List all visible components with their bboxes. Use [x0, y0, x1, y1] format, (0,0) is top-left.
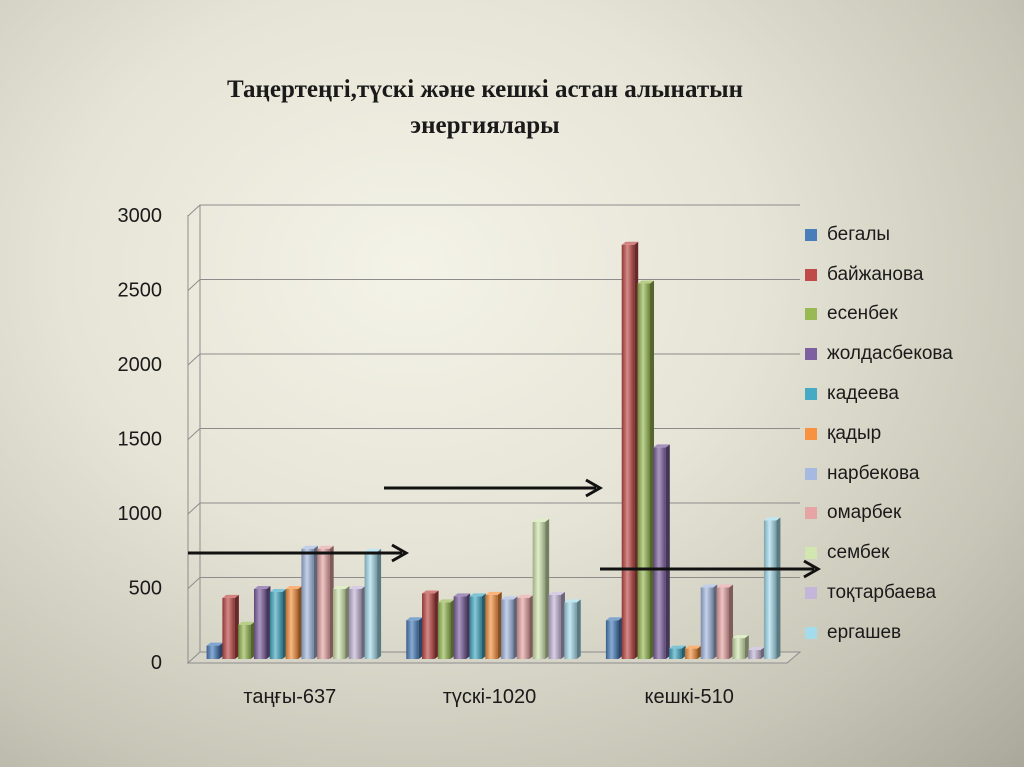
legend-label: бегалы	[827, 223, 891, 245]
gridline	[187, 204, 800, 217]
legend-swatch	[805, 507, 817, 520]
legend-swatch	[805, 467, 817, 480]
legend-item: нарбекова	[805, 454, 1005, 494]
y-tick-label: 1000	[118, 503, 163, 525]
gridline	[187, 428, 800, 440]
legend-item: бегалы	[805, 215, 1005, 255]
legend-label: нарбекова	[827, 462, 920, 484]
x-tick-label: түскі-1020	[443, 686, 537, 708]
legend-swatch	[805, 348, 817, 361]
bar-0-1	[222, 594, 239, 659]
bar-1-6	[501, 596, 518, 659]
y-tick-label: 2000	[118, 354, 163, 376]
bar-2-7	[716, 584, 734, 659]
bar-2-8	[732, 635, 749, 659]
bar-0-2	[238, 621, 255, 659]
arrow-evening	[600, 559, 822, 579]
bar-1-8	[532, 518, 550, 659]
bar-2-6	[700, 584, 718, 659]
legend-item: есенбек	[805, 295, 1005, 335]
legend-swatch	[805, 268, 817, 281]
gridline	[187, 353, 800, 366]
chart-title-line-2: энергиялары	[410, 112, 560, 139]
gridline	[187, 577, 800, 589]
legend-item: ергашев	[805, 613, 1005, 653]
bar-0-3	[253, 585, 271, 659]
bar-2-0	[605, 617, 623, 659]
gridline	[187, 502, 800, 515]
legend-item: кадеева	[805, 374, 1005, 414]
bar-0-9	[348, 585, 366, 659]
bar-2-9	[748, 647, 765, 659]
legend-label: есенбек	[827, 303, 898, 325]
bar-2-5	[684, 645, 702, 659]
legend-swatch	[805, 427, 817, 440]
bar-1-3	[453, 593, 471, 659]
legend-label: сембек	[827, 542, 890, 564]
legend-label: байжанова	[827, 263, 924, 285]
gridline	[187, 279, 800, 291]
bar-2-10	[763, 517, 781, 659]
bar-1-5	[485, 591, 502, 659]
legend-label: қадыр	[827, 422, 882, 444]
legend-swatch	[805, 547, 817, 560]
y-tick-label: 500	[129, 578, 162, 600]
bar-0-10	[364, 548, 382, 659]
legend-label: омарбек	[827, 502, 902, 524]
x-tick-label: таңғы-637	[243, 686, 336, 708]
arrow-noon	[384, 478, 604, 498]
legend-item: сембек	[805, 533, 1005, 573]
y-tick-label: 2500	[118, 280, 163, 302]
bar-0-0	[206, 642, 224, 659]
arrow-morning	[188, 543, 410, 563]
bar-1-10	[564, 599, 581, 659]
bar-1-4	[469, 593, 486, 659]
legend-item: тоқтарбаева	[805, 573, 1005, 613]
legend-item: қадыр	[805, 414, 1005, 454]
chart-legend: бегалы байжанова есенбек жолдасбекова кадеев…	[805, 215, 1005, 653]
bar-1-2	[437, 599, 455, 659]
bar-1-7	[516, 594, 534, 659]
legend-item: жолдасбекова	[805, 334, 1005, 374]
legend-label: жолдасбекова	[827, 343, 953, 365]
legend-swatch	[805, 388, 817, 401]
y-tick-label: 1500	[118, 429, 163, 451]
bar-2-3	[653, 444, 670, 659]
legend-label: ергашев	[827, 621, 902, 643]
bar-2-2	[637, 280, 655, 659]
bar-2-1	[621, 241, 639, 659]
bar-1-9	[548, 591, 565, 659]
bar-1-0	[406, 617, 423, 659]
legend-label: кадеева	[827, 383, 899, 405]
y-tick-label: 0	[151, 652, 162, 674]
legend-swatch	[805, 308, 817, 321]
chart-title: Таңертеңгі,түскі және кешкі астан алынат…	[150, 72, 820, 144]
legend-swatch	[805, 228, 817, 241]
bar-2-4	[669, 645, 686, 659]
legend-label: тоқтарбаева	[827, 582, 937, 604]
legend-item: байжанова	[805, 255, 1005, 295]
bar-1-1	[422, 590, 439, 659]
legend-item: омарбек	[805, 494, 1005, 534]
bar-0-6	[301, 545, 318, 659]
bar-0-5	[285, 585, 303, 659]
bar-0-8	[332, 585, 350, 659]
x-tick-label: кешкі-510	[644, 686, 733, 708]
y-tick-label: 3000	[118, 205, 163, 227]
legend-swatch	[805, 626, 817, 639]
chart-title-line-1: Таңертеңгі,түскі және кешкі астан алынат…	[226, 76, 744, 103]
legend-swatch	[805, 587, 817, 600]
bar-0-7	[317, 545, 334, 659]
bar-0-4	[269, 588, 287, 659]
